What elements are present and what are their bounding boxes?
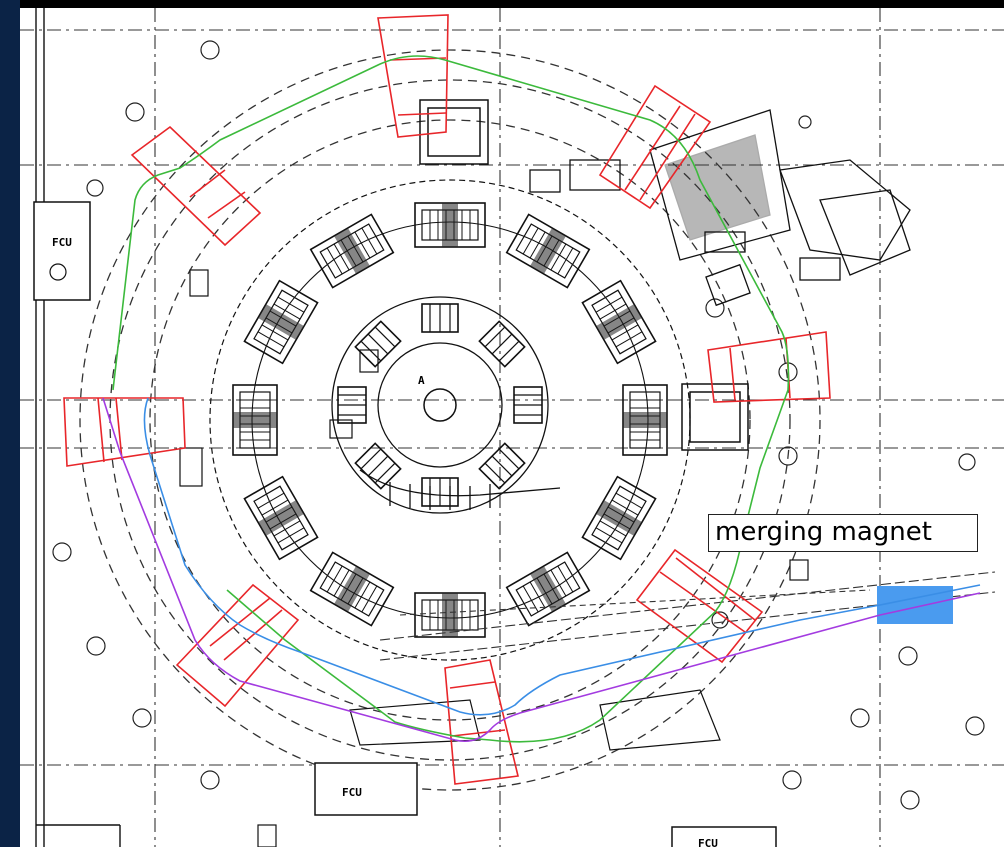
floor-plan-drawing: FCU FCU FCU (20, 8, 1004, 847)
magnet-left (63, 397, 186, 467)
marker-a: A (418, 374, 425, 387)
magnet-upper-left (130, 125, 262, 247)
bending-magnets (63, 14, 831, 785)
floor-plan-svg: FCU FCU FCU (20, 8, 1004, 847)
merging-magnet-callout: merging magnet (708, 514, 978, 552)
beam-path-green (112, 55, 790, 743)
left-wall (35, 8, 121, 847)
grid-lines (20, 8, 1004, 847)
left-side-bar (0, 0, 20, 847)
column-markers (52, 40, 985, 810)
magnet-lower-right (635, 548, 764, 664)
magnet-lower-left (175, 583, 300, 708)
merging-magnet (877, 586, 953, 624)
cyclotron-outer-ring (209, 179, 691, 661)
fcu-label-left: FCU (52, 236, 72, 249)
magnet-bottom (444, 659, 519, 785)
beam-path-purple (102, 397, 981, 743)
vault-squares (419, 99, 749, 451)
lower-beamline (379, 571, 996, 661)
beam-path-blue (143, 397, 981, 716)
cyclotron-inner-ring: A (331, 296, 549, 514)
fcu-box-bottom: FCU (314, 762, 418, 816)
injection-line (359, 469, 561, 510)
fcu-label-bottom: FCU (342, 786, 362, 799)
magnet-top (377, 14, 449, 138)
fcu-box-left: FCU (33, 201, 91, 301)
upper-right-structure (529, 109, 911, 307)
fcu-label-bottom-right: FCU (698, 837, 718, 847)
fcu-box-bottom-right: FCU (671, 826, 777, 847)
